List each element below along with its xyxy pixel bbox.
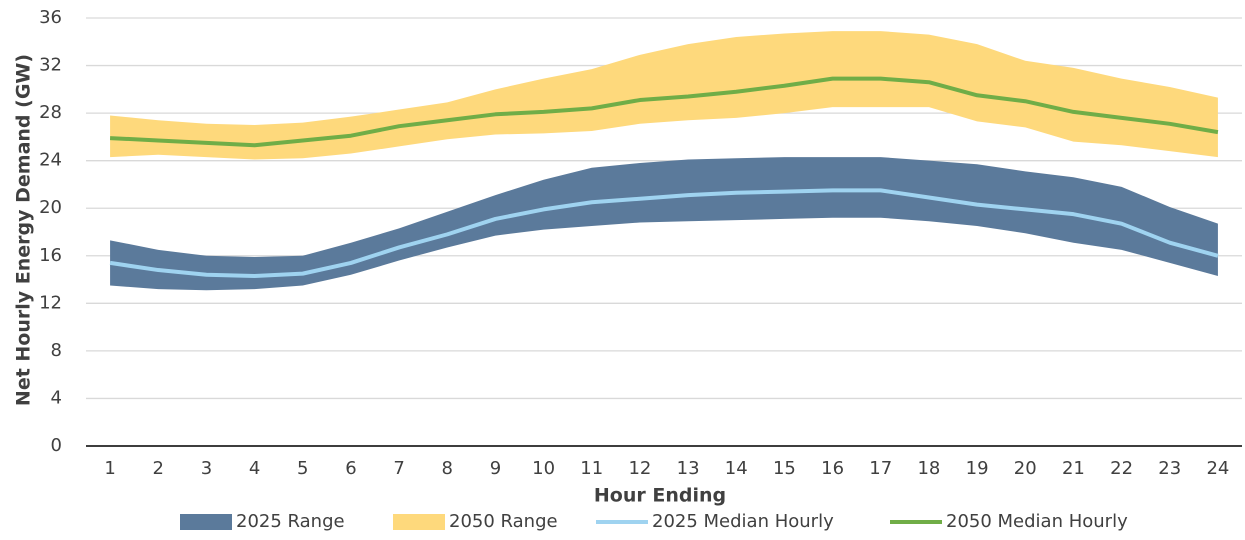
y-axis-title: Net Hourly Energy Demand (GW) — [13, 54, 35, 406]
x-tick-label: 1 — [104, 458, 115, 479]
x-tick-label: 4 — [249, 458, 260, 479]
x-tick-label: 10 — [532, 458, 555, 479]
x-tick-label: 12 — [628, 458, 651, 479]
median-line — [109, 76, 1219, 148]
legend: 2025 Range 2050 Range 2025 Median Hourly 20… — [180, 511, 1128, 532]
plot-area — [109, 31, 1219, 291]
x-tick-label: 9 — [490, 458, 501, 479]
median-line — [109, 188, 1219, 278]
range-band — [110, 31, 1218, 160]
x-tick-label: 13 — [677, 458, 700, 479]
y-tick-label: 36 — [39, 7, 62, 28]
y-tick-label: 4 — [51, 387, 62, 408]
x-tick-label: 18 — [917, 458, 940, 479]
x-tick-label: 20 — [1014, 458, 1037, 479]
x-tick-label: 19 — [966, 458, 989, 479]
y-tick-label: 32 — [39, 55, 62, 76]
legend-swatch — [180, 514, 232, 530]
y-tick-label: 24 — [39, 150, 62, 171]
y-tick-label: 20 — [39, 197, 62, 218]
x-tick-label: 14 — [725, 458, 748, 479]
legend-label: 2050 Range — [449, 511, 558, 532]
x-tick-label: 17 — [869, 458, 892, 479]
legend-swatch — [393, 514, 445, 530]
x-tick-label: 8 — [442, 458, 453, 479]
y-tick-label: 0 — [51, 435, 62, 456]
range-band — [110, 157, 1218, 291]
x-tick-label: 22 — [1110, 458, 1133, 479]
y-tick-label: 8 — [51, 340, 62, 361]
legend-label: 2025 Median Hourly — [652, 511, 834, 532]
x-tick-label: 23 — [1158, 458, 1181, 479]
x-tick-label: 11 — [580, 458, 603, 479]
y-tick-label: 28 — [39, 102, 62, 123]
x-tick-label: 21 — [1062, 458, 1085, 479]
x-tick-label: 16 — [821, 458, 844, 479]
y-tick-label: 12 — [39, 292, 62, 313]
x-tick-label: 15 — [773, 458, 796, 479]
x-tick-label: 5 — [297, 458, 308, 479]
x-axis-title: Hour Ending — [594, 485, 726, 507]
y-tick-label: 16 — [39, 245, 62, 266]
legend-label: 2025 Range — [236, 511, 345, 532]
x-tick-label: 6 — [345, 458, 356, 479]
x-tick-label: 3 — [201, 458, 212, 479]
legend-label: 2050 Median Hourly — [946, 511, 1128, 532]
x-tick-label: 7 — [393, 458, 404, 479]
x-tick-label: 24 — [1206, 458, 1229, 479]
x-tick-label: 2 — [153, 458, 164, 479]
